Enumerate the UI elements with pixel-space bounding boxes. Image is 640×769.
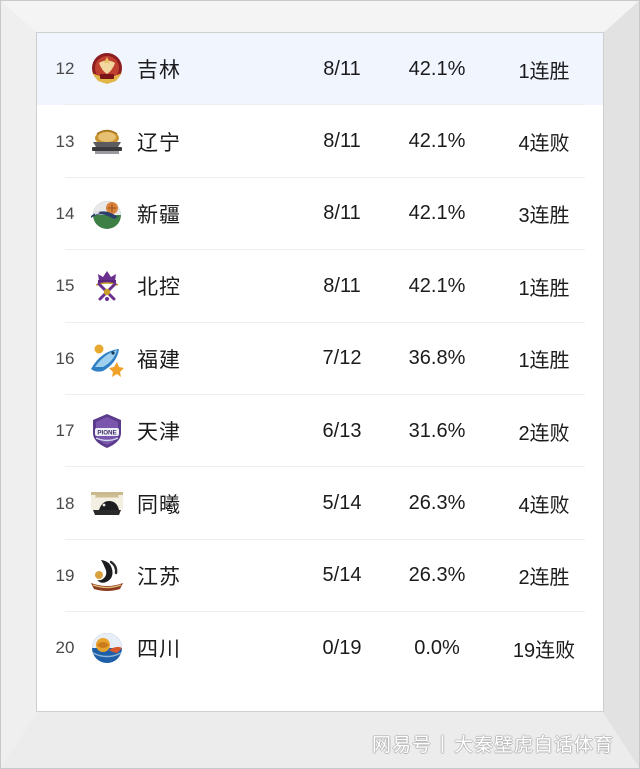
table-row[interactable]: 15 北控 8/11 42.1% 1连胜: [37, 250, 603, 323]
row-rank: 19: [55, 565, 75, 585]
table-row[interactable]: 19 江苏 5/14 26.3% 2连胜: [37, 539, 603, 613]
table-row[interactable]: 16 福建 7/12 36.8% 1连胜: [37, 322, 603, 396]
row-rank: 12: [55, 59, 75, 79]
sichuan-logo: [87, 628, 127, 668]
row-team-name: 四川: [137, 638, 181, 662]
row-rank: 16: [55, 348, 75, 368]
row-record: 8/11: [323, 274, 361, 297]
watermark: 网易号 | 大秦壁虎白话体育: [372, 730, 614, 757]
beikong-logo: [87, 266, 127, 306]
fujian-logo: [87, 339, 127, 379]
table-row[interactable]: 13 辽宁 8/11 42.1% 4连败: [37, 105, 603, 179]
row-record: 0/19: [322, 636, 362, 659]
watermark-account: 大秦壁虎白话体育: [453, 735, 614, 756]
tianjin-logo: PIONE: [87, 411, 127, 451]
row-rank: 13: [55, 131, 75, 151]
row-streak: 1连胜: [518, 350, 570, 373]
table-row[interactable]: 14 新疆 8/11 42.1% 3连胜: [37, 177, 603, 251]
jilin-logo: [87, 49, 127, 89]
row-record: 8/11: [323, 130, 361, 153]
row-team-name: 福建: [137, 348, 181, 372]
row-record: 7/12: [322, 347, 362, 370]
row-team-name: 吉林: [137, 59, 181, 83]
row-rank: 17: [55, 421, 75, 441]
standings-table[interactable]: 12 吉林 8/11 42.1% 1连胜 13 辽宁 8/11 42.1% 4连败 14 新疆 8…: [37, 33, 603, 711]
svg-text:PIONE: PIONE: [97, 430, 116, 437]
table-row[interactable]: 18 同曦 5/14 26.3% 4连败: [37, 467, 603, 541]
row-win-percentage: 42.1%: [408, 274, 466, 297]
row-rank: 18: [55, 493, 75, 513]
row-streak: 2连败: [518, 422, 570, 445]
row-win-percentage: 31.6%: [408, 419, 466, 442]
xinjiang-logo: [87, 194, 127, 234]
row-team-name: 江苏: [137, 565, 181, 589]
row-record: 8/11: [323, 57, 361, 80]
row-win-percentage: 26.3%: [408, 564, 466, 587]
row-team-name: 北控: [137, 276, 181, 300]
row-streak: 4连败: [518, 133, 570, 156]
row-streak: 2连胜: [518, 567, 570, 590]
row-team-name: 辽宁: [137, 131, 181, 155]
row-win-percentage: 26.3%: [408, 492, 466, 515]
row-win-percentage: 42.1%: [408, 130, 466, 153]
row-win-percentage: 0.0%: [414, 636, 460, 659]
row-rank: 14: [55, 203, 75, 223]
standings-rows: 12 吉林 8/11 42.1% 1连胜 13 辽宁 8/11 42.1% 4连败 14 新疆 8…: [37, 33, 603, 685]
row-record: 5/14: [322, 564, 362, 587]
row-team-name: 同曦: [137, 493, 181, 517]
jiangsu-logo: [87, 556, 127, 596]
screenshot-photo: 12 吉林 8/11 42.1% 1连胜 13 辽宁 8/11 42.1% 4连败 14 新疆 8…: [37, 33, 603, 711]
row-win-percentage: 36.8%: [408, 347, 466, 370]
liaoning-logo: [87, 122, 127, 162]
row-streak: 4连败: [518, 495, 570, 518]
row-record: 8/11: [323, 202, 361, 225]
row-rank: 15: [55, 276, 75, 296]
row-win-percentage: 42.1%: [408, 202, 466, 225]
row-team-name: 新疆: [137, 203, 181, 227]
row-streak: 19连败: [512, 639, 576, 662]
row-streak: 1连胜: [518, 60, 570, 83]
row-record: 5/14: [322, 492, 362, 515]
row-record: 6/13: [322, 419, 362, 442]
row-streak: 3连胜: [518, 205, 570, 228]
watermark-separator: |: [440, 732, 446, 754]
table-row[interactable]: 12 吉林 8/11 42.1% 1连胜: [37, 33, 603, 106]
row-rank: 20: [55, 638, 75, 658]
watermark-brand: 网易号: [372, 735, 433, 756]
row-team-name: 天津: [137, 421, 181, 445]
row-win-percentage: 42.1%: [408, 57, 466, 80]
table-row[interactable]: 17 PIONE 天津 6/13 31.6% 2连败: [37, 394, 603, 468]
table-row[interactable]: 20 四川 0/19 0.0% 19连败: [37, 612, 603, 685]
row-streak: 1连胜: [518, 277, 570, 300]
tongxi-logo: [87, 484, 127, 524]
